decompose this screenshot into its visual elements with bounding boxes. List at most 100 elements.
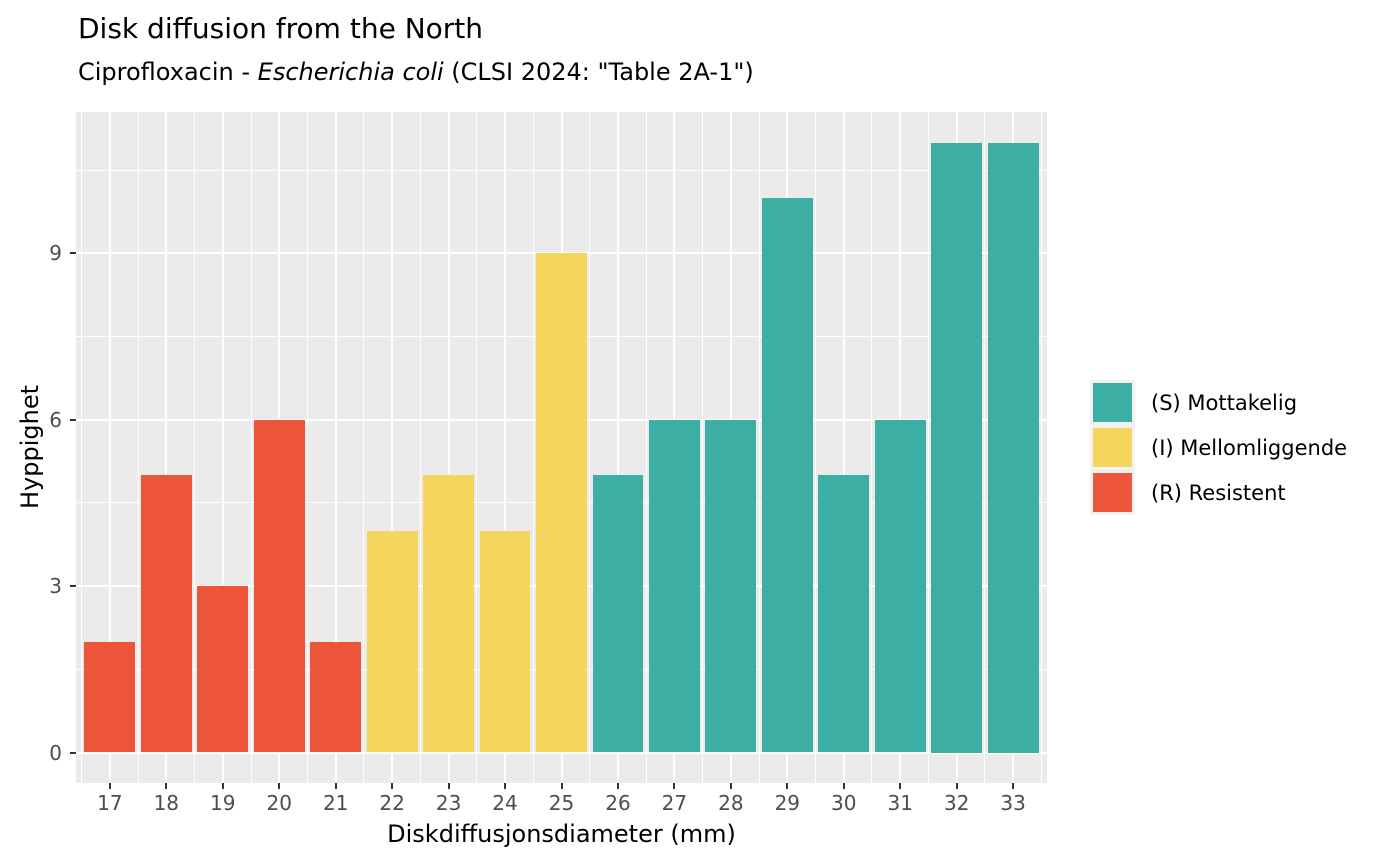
gridline-minor-vertical xyxy=(758,112,760,783)
x-tick-mark xyxy=(1012,783,1015,789)
x-tick-mark xyxy=(165,783,168,789)
x-tick-label: 17 xyxy=(97,791,123,815)
y-tick-mark xyxy=(70,585,76,588)
legend-swatch-r-icon xyxy=(1093,473,1132,512)
x-tick-mark xyxy=(729,783,732,789)
legend-label-s: (S) Mottakelig xyxy=(1151,390,1298,415)
legend: (S) Mottakelig (I) Mellomliggende (R) Resi… xyxy=(1090,380,1347,515)
x-tick-label: 20 xyxy=(266,791,292,815)
chart-title: Disk diffusion from the North xyxy=(78,12,484,45)
x-tick-label: 22 xyxy=(379,791,405,815)
bar-18-R xyxy=(140,475,192,753)
bar-19-R xyxy=(197,586,249,753)
bar-26-S xyxy=(592,475,644,753)
x-axis-title: Diskdiffusjonsdiameter (mm) xyxy=(387,820,736,848)
y-tick-mark xyxy=(70,252,76,255)
bar-29-S xyxy=(761,197,813,753)
gridline-major-vertical xyxy=(391,112,394,783)
y-tick-label: 0 xyxy=(49,740,62,765)
gridline-minor-vertical xyxy=(306,112,308,783)
legend-key-s xyxy=(1090,380,1135,425)
x-tick-mark xyxy=(108,783,111,789)
gridline-minor-vertical xyxy=(927,112,929,783)
gridline-major-vertical xyxy=(334,112,337,783)
gridline-minor-vertical xyxy=(476,112,478,783)
x-tick-label: 30 xyxy=(831,791,857,815)
x-tick-label: 18 xyxy=(153,791,180,815)
gridline-minor-vertical xyxy=(589,112,591,783)
x-tick-label: 27 xyxy=(661,791,688,815)
bar-20-R xyxy=(253,419,305,753)
x-tick-label: 19 xyxy=(210,791,236,815)
y-tick-label: 3 xyxy=(49,574,62,599)
x-tick-label: 24 xyxy=(492,791,518,815)
x-tick-label: 26 xyxy=(605,791,631,815)
gridline-minor-vertical xyxy=(815,112,817,783)
x-tick-mark xyxy=(560,783,563,789)
bar-17-R xyxy=(84,641,136,753)
gridline-minor-vertical xyxy=(871,112,873,783)
y-tick-label: 9 xyxy=(49,241,62,266)
gridline-minor-vertical xyxy=(984,112,986,783)
subtitle-prefix: Ciprofloxacin - xyxy=(78,58,258,86)
subtitle-suffix: (CLSI 2024: "Table 2A-1") xyxy=(443,58,754,86)
x-tick-mark xyxy=(447,783,450,789)
subtitle-organism-italic: Escherichia coli xyxy=(257,58,444,86)
bar-33-S xyxy=(987,142,1039,753)
bar-22-I xyxy=(366,530,418,753)
bar-31-S xyxy=(874,419,926,753)
x-tick-mark xyxy=(221,783,224,789)
legend-key-r xyxy=(1090,470,1135,515)
legend-key-i xyxy=(1090,425,1135,470)
y-tick-mark xyxy=(70,418,76,421)
legend-swatch-i-icon xyxy=(1093,428,1132,467)
x-tick-label: 28 xyxy=(718,791,744,815)
gridline-minor-vertical xyxy=(532,112,534,783)
gridline-major-vertical xyxy=(842,112,845,783)
y-axis-title: Hyppighet xyxy=(16,384,44,510)
bar-24-I xyxy=(479,530,531,753)
x-tick-mark xyxy=(673,783,676,789)
bar-30-S xyxy=(818,475,870,753)
legend-item-i: (I) Mellomliggende xyxy=(1090,425,1347,470)
x-tick-label: 31 xyxy=(887,791,913,815)
gridline-minor-vertical xyxy=(702,112,704,783)
x-tick-mark xyxy=(842,783,845,789)
gridline-minor-vertical xyxy=(137,112,139,783)
x-tick-label: 32 xyxy=(943,791,970,815)
x-tick-label: 23 xyxy=(435,791,462,815)
gridline-major-vertical xyxy=(447,112,450,783)
legend-item-s: (S) Mottakelig xyxy=(1090,380,1347,425)
x-tick-mark xyxy=(504,783,507,789)
gridline-major-vertical xyxy=(108,112,111,783)
gridline-major-vertical xyxy=(221,112,224,783)
plot-panel xyxy=(76,112,1047,783)
x-tick-mark xyxy=(391,783,394,789)
bar-27-S xyxy=(649,419,700,753)
x-tick-mark xyxy=(334,783,337,789)
gridline-major-vertical xyxy=(165,112,168,783)
bar-21-R xyxy=(310,641,362,753)
legend-item-r: (R) Resistent xyxy=(1090,470,1347,515)
x-tick-mark xyxy=(278,783,281,789)
gridline-major-vertical xyxy=(616,112,619,783)
bar-28-S xyxy=(705,419,757,753)
x-tick-mark xyxy=(786,783,789,789)
x-tick-mark xyxy=(955,783,958,789)
gridline-minor-vertical xyxy=(363,112,365,783)
x-tick-mark xyxy=(899,783,902,789)
gridline-minor-vertical xyxy=(81,112,83,783)
gridline-major-vertical xyxy=(504,112,507,783)
legend-swatch-s-icon xyxy=(1093,383,1132,422)
legend-label-i: (I) Mellomliggende xyxy=(1151,435,1348,460)
gridline-minor-vertical xyxy=(194,112,196,783)
legend-label-r: (R) Resistent xyxy=(1151,480,1286,505)
y-tick-mark xyxy=(70,751,76,754)
gridline-minor-vertical xyxy=(250,112,252,783)
x-tick-label: 33 xyxy=(1000,791,1026,815)
gridline-major-horizontal xyxy=(76,751,1047,754)
gridline-minor-vertical xyxy=(1040,112,1042,783)
bar-25-I xyxy=(536,253,587,753)
x-tick-mark xyxy=(616,783,619,789)
